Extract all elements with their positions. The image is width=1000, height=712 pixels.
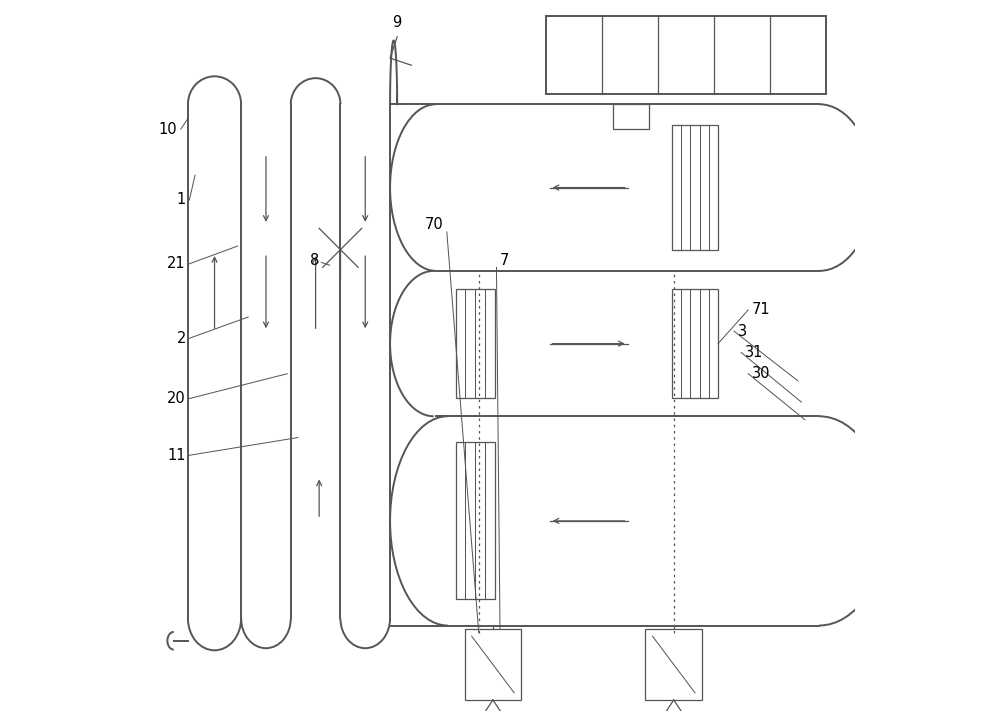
Bar [546,16,826,93]
Text: 1: 1 [177,192,186,207]
Bar [456,289,495,398]
Text: 21: 21 [167,256,186,271]
Text: 9: 9 [393,15,402,30]
Bar [672,289,718,398]
Text: 70: 70 [425,217,443,232]
Text: 2: 2 [176,331,186,346]
Text: 31: 31 [745,345,763,360]
Text: 7: 7 [500,253,509,268]
Text: 10: 10 [159,122,177,137]
Bar [456,442,495,600]
Text: 30: 30 [752,366,770,381]
Bar [465,629,521,700]
Bar [613,104,649,129]
Text: 3: 3 [738,324,747,339]
Text: 11: 11 [167,448,186,463]
Text: 20: 20 [167,391,186,406]
Bar [672,125,718,250]
Text: 71: 71 [752,303,770,318]
Bar [645,629,702,700]
Text: 8: 8 [310,253,319,268]
